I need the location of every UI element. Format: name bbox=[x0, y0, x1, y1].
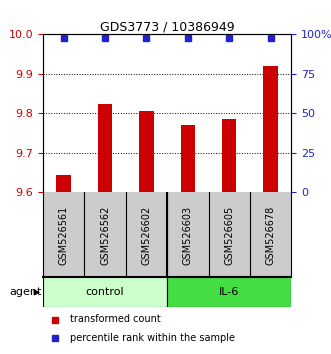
Bar bbox=[263, 66, 278, 193]
Text: GSM526602: GSM526602 bbox=[141, 205, 152, 264]
Text: GSM526603: GSM526603 bbox=[183, 205, 193, 264]
Text: GSM526678: GSM526678 bbox=[265, 205, 276, 264]
Bar bbox=[57, 175, 71, 193]
Text: percentile rank within the sample: percentile rank within the sample bbox=[71, 333, 235, 343]
Text: IL-6: IL-6 bbox=[219, 287, 239, 297]
Text: GSM526562: GSM526562 bbox=[100, 205, 110, 265]
Bar bbox=[167, 278, 291, 308]
Bar bbox=[139, 112, 154, 193]
Text: control: control bbox=[86, 287, 124, 297]
Text: transformed count: transformed count bbox=[71, 314, 161, 325]
Title: GDS3773 / 10386949: GDS3773 / 10386949 bbox=[100, 20, 234, 33]
Bar bbox=[98, 104, 112, 193]
Text: GSM526605: GSM526605 bbox=[224, 205, 234, 264]
Text: agent: agent bbox=[10, 287, 42, 297]
Text: GSM526561: GSM526561 bbox=[59, 205, 69, 264]
Bar bbox=[43, 278, 167, 308]
Bar bbox=[181, 125, 195, 193]
Bar bbox=[222, 119, 236, 193]
